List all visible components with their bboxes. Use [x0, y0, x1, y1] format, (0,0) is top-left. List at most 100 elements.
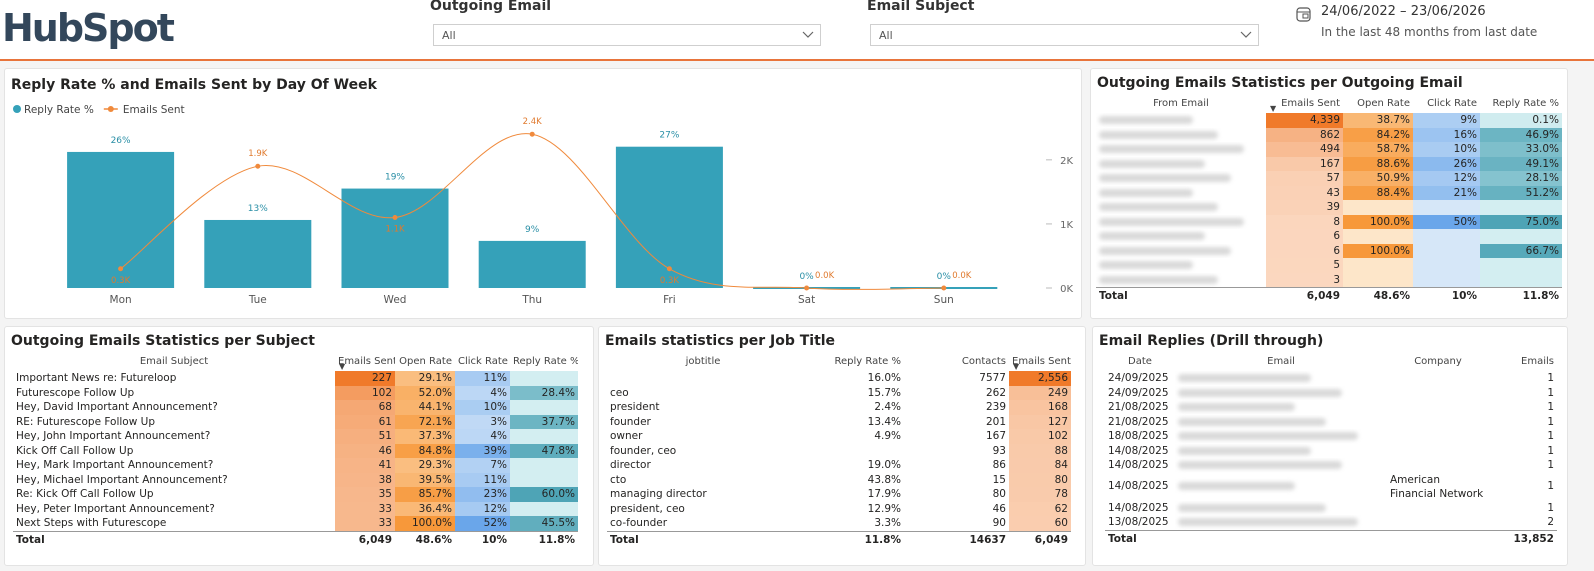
table-row: Hey, Michael Important Announcement? 38 39…	[13, 472, 578, 487]
table-cell: 46	[992, 502, 1006, 515]
table-cell: 15.7%	[867, 386, 901, 399]
table-cell: 14/08/2025	[1108, 480, 1169, 493]
table-cell: 11%	[455, 472, 510, 487]
redacted	[1099, 232, 1206, 240]
table-cell	[1480, 200, 1562, 215]
table-row: president 2.4% 239 168	[607, 400, 1071, 415]
table-row: Hey, David Important Announcement? 68 44.1…	[13, 400, 578, 415]
table-cell: 13/08/2025	[1108, 516, 1169, 528]
column-header: Reply Rate %	[834, 355, 901, 367]
table-cell	[1175, 386, 1387, 401]
table-cell: co-founder	[610, 517, 668, 529]
table-cell: 201	[985, 415, 1006, 428]
filter-value: All	[879, 29, 893, 42]
table-cell: Next Steps with Futurescope	[16, 517, 167, 529]
table-cell: 13.4%	[867, 415, 901, 428]
table-cell: 3.3%	[874, 517, 901, 529]
table-row: Next Steps with Futurescope 33 100.0% 52% 45…	[13, 516, 578, 531]
table-cell: 16%	[1413, 127, 1480, 142]
column-header: Emails Sent ▼	[1009, 349, 1071, 371]
table-cell: 88.6%	[1343, 156, 1413, 171]
table-cell	[1175, 501, 1387, 516]
table-cell: 93	[992, 444, 1006, 457]
table-cell: Re: Kick Off Call Follow Up	[16, 488, 154, 500]
table-row: Important News re: Futureloop 227 29.1% 11%	[13, 371, 578, 386]
filter-label: Outgoing Email	[430, 0, 552, 14]
table-cell: 57	[1266, 171, 1343, 186]
table-cell: 4.9%	[874, 430, 901, 442]
table-cell: 102	[1009, 429, 1071, 444]
table-cell	[510, 458, 578, 473]
column-header: From Email	[1153, 97, 1209, 109]
table-panel: Outgoing Emails Statistics per Subject Em…	[4, 326, 594, 566]
column-header: Open Rate	[1357, 97, 1410, 109]
filter-dropdown[interactable]: All	[433, 24, 821, 46]
table-cell	[1480, 258, 1562, 273]
table-cell: 1	[1547, 401, 1554, 413]
table-cell	[510, 429, 578, 444]
table-cell	[1343, 258, 1413, 273]
table-cell: Hey, John Important Announcement?	[16, 430, 211, 442]
table-cell	[1480, 272, 1562, 288]
panel-title: Emails statistics per Job Title	[605, 333, 836, 349]
data-label: 2.4K	[523, 117, 543, 127]
table-cell: 102	[335, 385, 395, 400]
table-row: 5	[1096, 258, 1562, 273]
table-cell: 249	[1009, 385, 1071, 400]
bar	[341, 188, 449, 288]
table-row: 21/08/2025 1	[1105, 415, 1557, 430]
x-tick-label: Fri	[663, 294, 676, 306]
table-cell: 85.7%	[395, 487, 455, 502]
table-cell: 6	[1266, 229, 1343, 244]
table-row: Re: Kick Off Call Follow Up 35 85.7% 23% 60.…	[13, 487, 578, 502]
calendar-icon[interactable]	[1295, 5, 1313, 23]
table-cell: 52.0%	[395, 385, 455, 400]
table-cell	[1387, 429, 1489, 444]
line-point	[255, 163, 261, 169]
table-cell: 36.4%	[395, 501, 455, 516]
redacted	[1178, 503, 1327, 512]
filter-dropdown[interactable]: All	[870, 24, 1259, 46]
table-row: 6	[1096, 229, 1562, 244]
table-cell: 17.9%	[867, 488, 901, 500]
table-row: Hey, Mark Important Announcement? 41 29.3%…	[13, 458, 578, 473]
table-cell	[1387, 458, 1489, 473]
table-cell	[1096, 186, 1266, 201]
table-row: 4,339 38.7% 9% 0.1%	[1096, 113, 1562, 128]
table-cell: 39%	[455, 443, 510, 458]
table-row: 3	[1096, 272, 1562, 288]
data-table: From Email Emails Sent ▼ Open Rate Click Rat…	[1096, 91, 1562, 305]
table-cell: 44.1%	[395, 400, 455, 415]
table-cell: 45.5%	[510, 516, 578, 531]
table-cell: 15	[992, 473, 1006, 486]
table-cell: cto	[610, 473, 627, 486]
column-header: Date	[1128, 355, 1152, 367]
table-cell	[1387, 501, 1489, 516]
table-cell: 80	[1009, 472, 1071, 487]
table-cell	[1175, 371, 1387, 386]
table-cell: 127	[1009, 414, 1071, 429]
header-row: Email Subject Emails Sent ▼ Open Rate Click …	[13, 349, 578, 371]
logo: HubSpot	[2, 6, 175, 50]
table-cell: 28.4%	[510, 385, 578, 400]
table-row: 57 50.9% 12% 28.1%	[1096, 171, 1562, 186]
table-cell: 494	[1266, 142, 1343, 157]
filter-value: All	[442, 29, 456, 42]
table-row: owner 4.9% 167 102	[607, 429, 1071, 444]
redacted	[1099, 246, 1231, 255]
table-row: 39	[1096, 200, 1562, 215]
table-cell	[510, 400, 578, 415]
table-cell: 4%	[455, 429, 510, 444]
data-label: 9%	[525, 225, 540, 235]
redacted	[1099, 145, 1244, 153]
table-row: founder, ceo 93 88	[607, 443, 1071, 458]
redacted	[1178, 518, 1359, 526]
table-cell: 39.5%	[395, 472, 455, 487]
table-cell	[1387, 400, 1489, 415]
table-row: 43 88.4% 21% 51.2%	[1096, 185, 1562, 201]
panel-title: Outgoing Emails Statistics per Subject	[11, 333, 315, 349]
table-cell: 14/08/2025	[1108, 501, 1169, 514]
table-cell: 227	[335, 371, 395, 386]
redacted	[1099, 174, 1231, 182]
table-cell	[1175, 415, 1387, 430]
